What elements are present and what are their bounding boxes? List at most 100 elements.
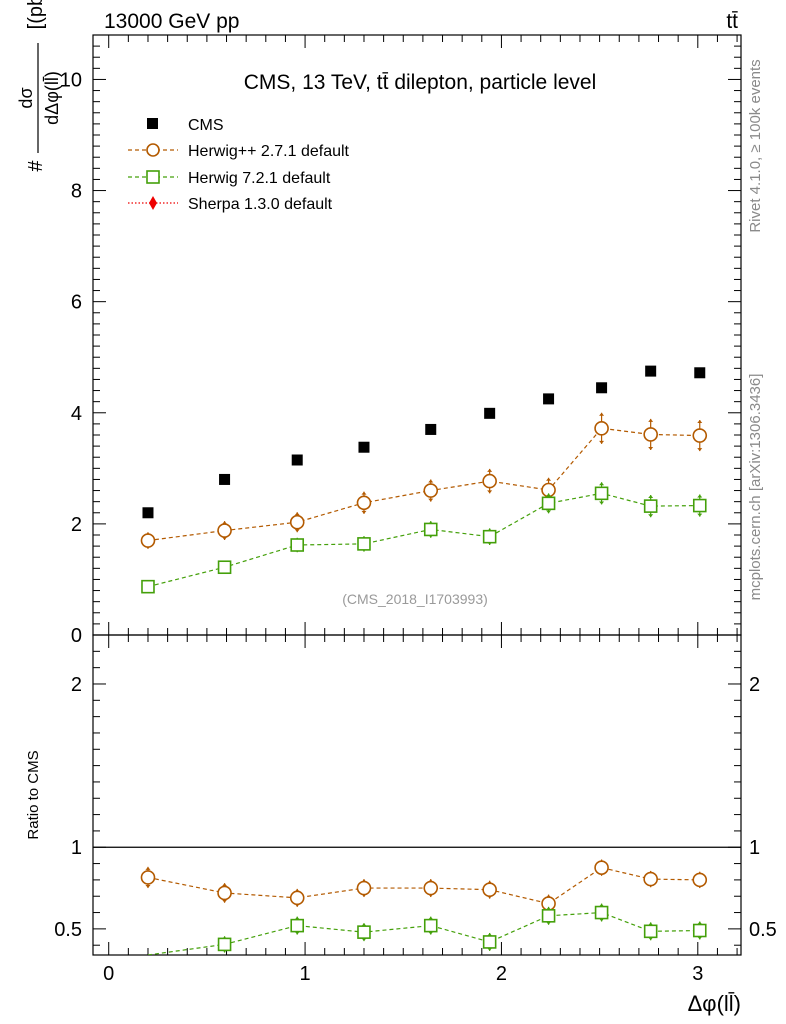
- herwig-2-7-1-default-error-cap: [428, 498, 434, 502]
- herwig-2-7-1-default-ratio-line: [147, 867, 700, 905]
- x-tick-label: 0: [103, 963, 114, 985]
- herwig-7-2-1-default-ratio-group: [147, 903, 707, 955]
- herwig-7-2-1-default-error-cap: [546, 510, 552, 514]
- herwig-2-7-1-default-error-cap: [599, 412, 605, 416]
- cms-data-point: [142, 507, 154, 519]
- herwig-2-7-1-default-point: [217, 523, 232, 538]
- ratio-axis-ticks: [93, 634, 741, 955]
- herwig-7-2-1-default-ratio-point: [643, 924, 658, 939]
- x-tick-label: 2: [496, 963, 507, 985]
- herwig-7-2-1-default-point: [423, 522, 438, 537]
- ratio-tick-label-right: 1: [749, 837, 760, 859]
- cms-data-point: [425, 423, 437, 435]
- herwig-7-2-1-default-error-cap: [599, 482, 605, 486]
- herwig-2-7-1-default-error-cap: [294, 512, 300, 516]
- y-tick-label: 0: [71, 625, 82, 647]
- herwig-2-7-1-default-error-cap: [487, 468, 493, 472]
- ratio-tick-label-left: 1: [71, 837, 82, 859]
- herwig-7-2-1-default-ratio-point: [692, 923, 707, 938]
- herwig-7-2-1-default-ratio-point: [217, 937, 232, 952]
- legend-marker-sherpa: [149, 196, 157, 210]
- legend-label-cms: CMS: [188, 117, 224, 134]
- y-tick-label: 4: [71, 403, 82, 425]
- herwig-2-7-1-default-error-cap: [222, 537, 228, 540]
- herwig-2-7-1-default-ratio-error-cap: [222, 899, 228, 903]
- herwig-7-2-1-default-error-cap: [546, 493, 552, 497]
- y-label-numerator: dσ: [16, 87, 36, 108]
- herwig-7-2-1-default-error-cap: [697, 494, 703, 498]
- process-label: tt̄: [726, 10, 738, 33]
- legend: CMS Herwig++ 2.7.1 default Herwig 7.2.1 …: [128, 117, 350, 213]
- legend-marker-herwigpp: [146, 143, 160, 157]
- x-tick-label: 1: [300, 963, 311, 985]
- herwig-2-7-1-default-point: [423, 483, 439, 498]
- ratio-tick-label-left: 2: [71, 674, 82, 696]
- herwig-2-7-1-default-point: [140, 533, 156, 548]
- herwig-2-7-1-default-point: [594, 421, 609, 436]
- herwig-2-7-1-default-ratio-point: [289, 890, 305, 906]
- herwig-7-2-1-default-ratio-point: [482, 935, 497, 949]
- herwig-7-2-1-default-ratio-point: [594, 905, 609, 920]
- herwig-7-2-1-default-point: [594, 486, 609, 501]
- herwig-7-2-1-default-error-cap: [599, 501, 605, 505]
- herwig-2-7-1-default-point: [643, 427, 658, 442]
- herwig-2-7-1-default-error-cap: [697, 420, 703, 423]
- herwig-2-7-1-default-ratio-point: [217, 885, 232, 901]
- y-tick-label: 10: [60, 69, 82, 91]
- legend-label-herwigpp: Herwig++ 2.7.1 default: [188, 143, 350, 160]
- x-axis-label: Δφ(ll̄): [688, 991, 741, 1016]
- herwig-7-2-1-default-ratio-point: [423, 918, 438, 933]
- herwig-7-2-1-default-point: [541, 496, 556, 511]
- herwig-2-7-1-default-point: [289, 514, 305, 530]
- energy-label: 13000 GeV pp: [104, 10, 239, 33]
- herwig-2-7-1-default-line: [147, 427, 700, 542]
- herwig-2-7-1-default-point: [356, 495, 372, 511]
- herwig-2-7-1-default-error-cap: [361, 491, 367, 495]
- herwig-7-2-1-default-ratio-line: [147, 911, 700, 955]
- legend-marker-cms: [147, 118, 158, 129]
- ratio-tick-labels: 0.5 0.5 1 1 2 2: [54, 674, 777, 941]
- cms-data-point: [358, 441, 370, 453]
- y-label-prefix: #: [25, 160, 47, 172]
- cms-data-point: [596, 382, 608, 394]
- cms-data-point: [543, 393, 555, 405]
- cms-data-point: [484, 407, 496, 419]
- legend-label-sherpa: Sherpa 1.3.0 default: [188, 196, 333, 213]
- main-series-layer: [140, 365, 708, 594]
- y-axis-label: # dσ dΔφ(ll̄) [(pb)]: [16, 0, 62, 172]
- herwig-2-7-1-default-point: [692, 428, 708, 443]
- herwig-2-7-1-default-error-cap: [294, 529, 300, 533]
- ratio-axis-label: Ratio to CMS: [25, 750, 42, 839]
- cms-data-point: [291, 454, 303, 466]
- herwig-2-7-1-default-error-cap: [361, 510, 367, 514]
- herwig-7-2-1-default-error-cap: [648, 514, 654, 518]
- herwig-2-7-1-default-ratio-point: [482, 882, 497, 897]
- herwig-7-2-1-default-error-cap: [697, 513, 703, 517]
- herwig-7-2-1-default-point: [217, 560, 232, 575]
- y-label-unit: [(pb)]: [25, 0, 47, 29]
- herwig-2-7-1-default-error-cap: [697, 448, 703, 452]
- x-tick-labels: 0 1 2 3: [103, 963, 703, 985]
- herwig-7-2-1-default-point: [692, 498, 707, 513]
- herwig-2-7-1-default-error-cap: [648, 418, 654, 422]
- ratio-tick-label-left: 0.5: [54, 919, 82, 941]
- ratio-tick-label-right: 0.5: [749, 919, 777, 941]
- y-tick-label: 2: [71, 514, 82, 536]
- y-label-denominator: dΔφ(ll̄): [42, 71, 62, 125]
- herwig-2-7-1-default-error-cap: [487, 490, 493, 494]
- herwig-2-7-1-default-ratio-point: [594, 860, 609, 875]
- y-tick-labels: 0 2 4 6 8 10: [60, 69, 82, 647]
- herwig-7-2-1-default-error-cap: [648, 495, 654, 498]
- herwig-2-7-1-default-ratio-error-cap: [145, 885, 151, 889]
- herwig-2-7-1-default-ratio-group: [140, 859, 708, 913]
- herwig-2-7-1-default-error-cap: [546, 477, 552, 481]
- cms-data-point: [645, 365, 657, 377]
- herwig-7-2-1-default-point: [643, 499, 658, 513]
- herwig-2-7-1-default-ratio-point: [423, 880, 439, 896]
- y-tick-label: 6: [71, 292, 82, 314]
- ratio-tick-label-right: 2: [749, 674, 760, 696]
- herwig-7-2-1-default-ratio-point: [541, 909, 556, 923]
- herwig-7-2-1-default-ratio-point: [357, 925, 371, 939]
- herwig-7-2-1-default-point: [290, 538, 305, 552]
